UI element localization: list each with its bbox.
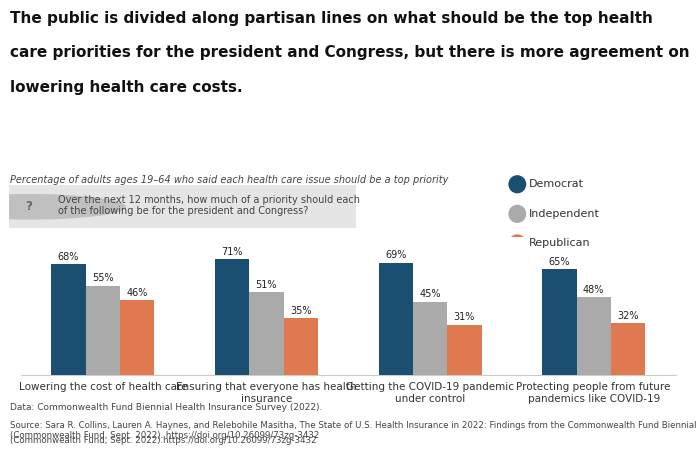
Bar [611, 323, 645, 375]
Text: Democrat: Democrat [528, 179, 584, 189]
Text: 48%: 48% [583, 284, 604, 294]
Text: 32%: 32% [617, 311, 639, 321]
Text: Data: Commonwealth Fund Biennial Health Insurance Survey (2022).: Data: Commonwealth Fund Biennial Health … [10, 403, 323, 412]
Bar [215, 259, 249, 375]
Text: 45%: 45% [419, 289, 441, 299]
Text: (Commonwealth Fund, Sept. 2022).https://doi.org/10.26099/73zg-3432: (Commonwealth Fund, Sept. 2022).https://… [10, 436, 317, 445]
Text: The public is divided along partisan lines on what should be the top health: The public is divided along partisan lin… [10, 11, 653, 26]
Circle shape [0, 195, 125, 219]
Circle shape [509, 235, 526, 252]
Circle shape [509, 176, 526, 192]
Bar [413, 302, 447, 375]
Text: Percentage of adults ages 19–64 who said each health care issue should be a top : Percentage of adults ages 19–64 who said… [10, 175, 449, 185]
Text: 71%: 71% [221, 247, 243, 257]
Bar [577, 297, 611, 375]
Text: ?: ? [25, 200, 32, 213]
Bar [51, 264, 85, 375]
Bar [284, 318, 318, 375]
Text: 51%: 51% [256, 280, 277, 290]
Text: 46%: 46% [127, 288, 148, 298]
Bar [85, 286, 120, 375]
Text: care priorities for the president and Congress, but there is more agreement on: care priorities for the president and Co… [10, 46, 690, 61]
Text: 55%: 55% [92, 273, 113, 283]
Text: 65%: 65% [549, 257, 570, 267]
Bar [379, 263, 413, 375]
Text: lowering health care costs.: lowering health care costs. [10, 80, 243, 95]
Bar [120, 300, 155, 375]
Text: Independent: Independent [528, 209, 599, 219]
Bar [447, 325, 482, 375]
Text: Republican: Republican [528, 238, 590, 248]
Text: Over the next 12 months, how much of a priority should each
of the following be : Over the next 12 months, how much of a p… [57, 195, 360, 216]
Text: 69%: 69% [385, 250, 407, 260]
Text: 68%: 68% [58, 252, 79, 262]
Text: 35%: 35% [290, 306, 312, 316]
Text: 31%: 31% [454, 312, 475, 322]
Circle shape [509, 206, 526, 222]
Text: Source: Sara R. Collins, Lauren A. Haynes, and Relebohile Masitha, The State of : Source: Sara R. Collins, Lauren A. Hayne… [10, 421, 700, 440]
Bar [249, 292, 284, 375]
Bar [542, 269, 577, 375]
